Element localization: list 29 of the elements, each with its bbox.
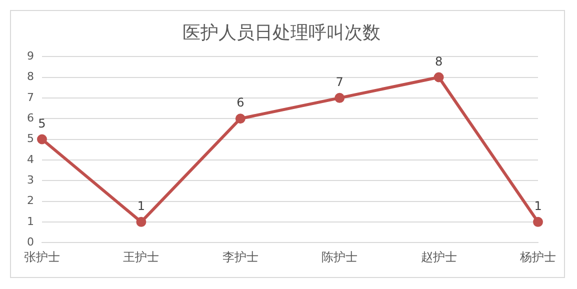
x-tick-label: 杨护士 <box>519 250 556 264</box>
x-tick-label: 陈护士 <box>322 250 358 264</box>
y-tick-label: 3 <box>27 173 34 186</box>
y-tick-label: 8 <box>27 70 34 84</box>
x-tick-label: 赵护士 <box>420 250 457 264</box>
y-tick-label: 6 <box>27 111 34 124</box>
data-label: 1 <box>137 199 146 214</box>
point <box>37 134 47 144</box>
point <box>235 114 246 124</box>
data-label: 7 <box>336 75 344 90</box>
y-tick-label: 2 <box>27 194 34 208</box>
y-tick-label: 7 <box>27 90 34 104</box>
point <box>136 216 146 227</box>
y-tick-label: 1 <box>27 214 34 228</box>
y-tick-label: 5 <box>27 132 34 146</box>
y-tick-label: 9 <box>27 49 34 62</box>
data-label: 8 <box>434 54 443 68</box>
point <box>434 72 444 82</box>
point <box>334 92 345 103</box>
x-tick-label: 王护士 <box>123 250 160 264</box>
x-tick-label: 张护士 <box>24 250 60 264</box>
data-label: 1 <box>534 199 542 214</box>
y-tick-label: 4 <box>27 152 34 166</box>
chart-title: 医护人员日处理呼叫次数 <box>182 22 380 44</box>
y-tick-label: 0 <box>27 235 34 248</box>
data-label: 6 <box>236 96 244 110</box>
data-label: 5 <box>38 116 46 130</box>
x-tick-label: 李护士 <box>222 250 258 264</box>
point <box>533 216 543 227</box>
